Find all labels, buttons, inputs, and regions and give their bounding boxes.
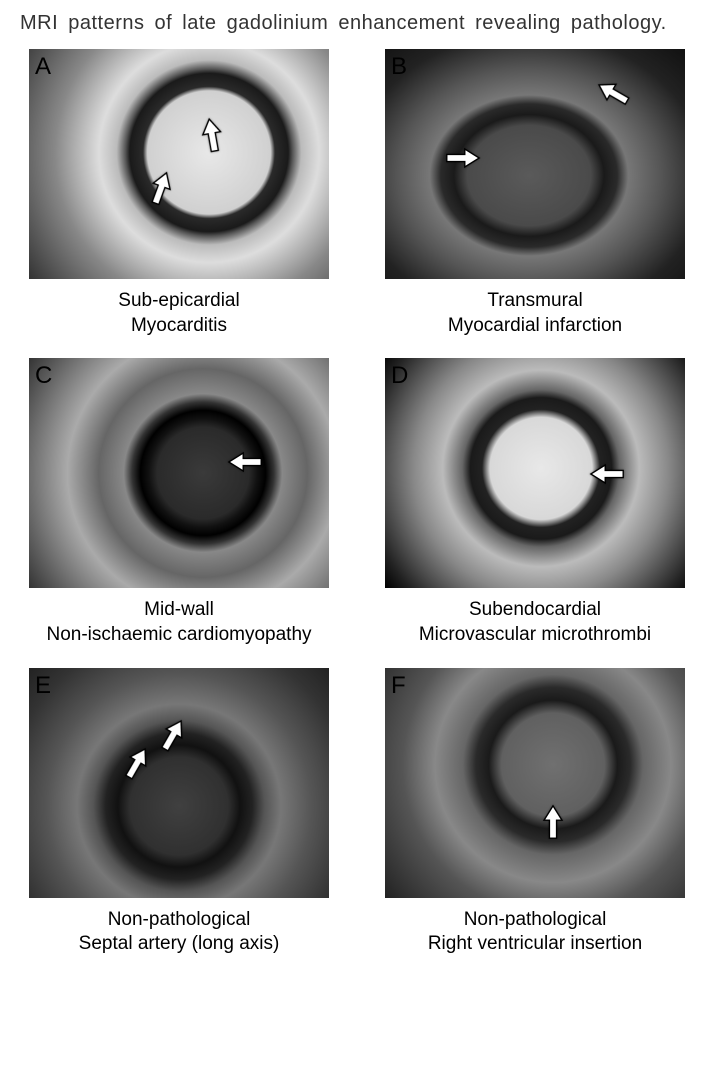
- caption-line-2: Right ventricular insertion: [428, 932, 642, 957]
- caption-line-1: Sub-epicardial: [118, 289, 239, 314]
- caption-line-2: Microvascular microthrombi: [419, 623, 651, 648]
- panel-f: F Non-pathological Right ventricular ins…: [376, 668, 694, 957]
- arrow-indicator-icon: [445, 146, 481, 170]
- panel-grid: A Sub-epicardial Myocarditis B Transm: [20, 49, 694, 957]
- panel-d-letter: D: [391, 362, 408, 390]
- panel-a-image: A: [29, 49, 329, 279]
- mri-image-b: [385, 49, 685, 279]
- panel-b-caption: Transmural Myocardial infarction: [448, 289, 622, 338]
- mri-image-c: [29, 358, 329, 588]
- panel-e: E Non-pathological Septal artery (long a…: [20, 668, 338, 957]
- panel-b-letter: B: [391, 53, 407, 81]
- panel-e-letter: E: [35, 672, 51, 700]
- panel-f-caption: Non-pathological Right ventricular inser…: [428, 908, 642, 957]
- panel-b: B Transmural Myocardial infarction: [376, 49, 694, 338]
- panel-e-image: E: [29, 668, 329, 898]
- caption-line-1: Transmural: [448, 289, 622, 314]
- mri-image-a: [29, 49, 329, 279]
- mri-image-d: [385, 358, 685, 588]
- caption-line-2: Myocardial infarction: [448, 314, 622, 339]
- caption-line-1: Mid-wall: [46, 598, 311, 623]
- panel-d-caption: Subendocardial Microvascular microthromb…: [419, 598, 651, 647]
- panel-c-caption: Mid-wall Non-ischaemic cardiomyopathy: [46, 598, 311, 647]
- arrow-indicator-icon: [541, 804, 565, 840]
- panel-b-image: B: [385, 49, 685, 279]
- panel-a-caption: Sub-epicardial Myocarditis: [118, 289, 239, 338]
- mri-image-e: [29, 668, 329, 898]
- caption-line-1: Non-pathological: [79, 908, 280, 933]
- caption-line-2: Non-ischaemic cardiomyopathy: [46, 623, 311, 648]
- page-title: MRI patterns of late gadolinium enhancem…: [20, 12, 694, 35]
- panel-d-image: D: [385, 358, 685, 588]
- panel-f-image: F: [385, 668, 685, 898]
- panel-c: C Mid-wall Non-ischaemic cardiomyopathy: [20, 358, 338, 647]
- caption-line-1: Non-pathological: [428, 908, 642, 933]
- panel-c-letter: C: [35, 362, 52, 390]
- panel-e-caption: Non-pathological Septal artery (long axi…: [79, 908, 280, 957]
- panel-a-letter: A: [35, 53, 51, 81]
- caption-line-2: Myocarditis: [118, 314, 239, 339]
- caption-line-1: Subendocardial: [419, 598, 651, 623]
- panel-c-image: C: [29, 358, 329, 588]
- arrow-indicator-icon: [589, 462, 625, 486]
- panel-d: D Subendocardial Microvascular microthro…: [376, 358, 694, 647]
- mri-image-f: [385, 668, 685, 898]
- panel-f-letter: F: [391, 672, 406, 700]
- panel-a: A Sub-epicardial Myocarditis: [20, 49, 338, 338]
- caption-line-2: Septal artery (long axis): [79, 932, 280, 957]
- arrow-indicator-icon: [227, 450, 263, 474]
